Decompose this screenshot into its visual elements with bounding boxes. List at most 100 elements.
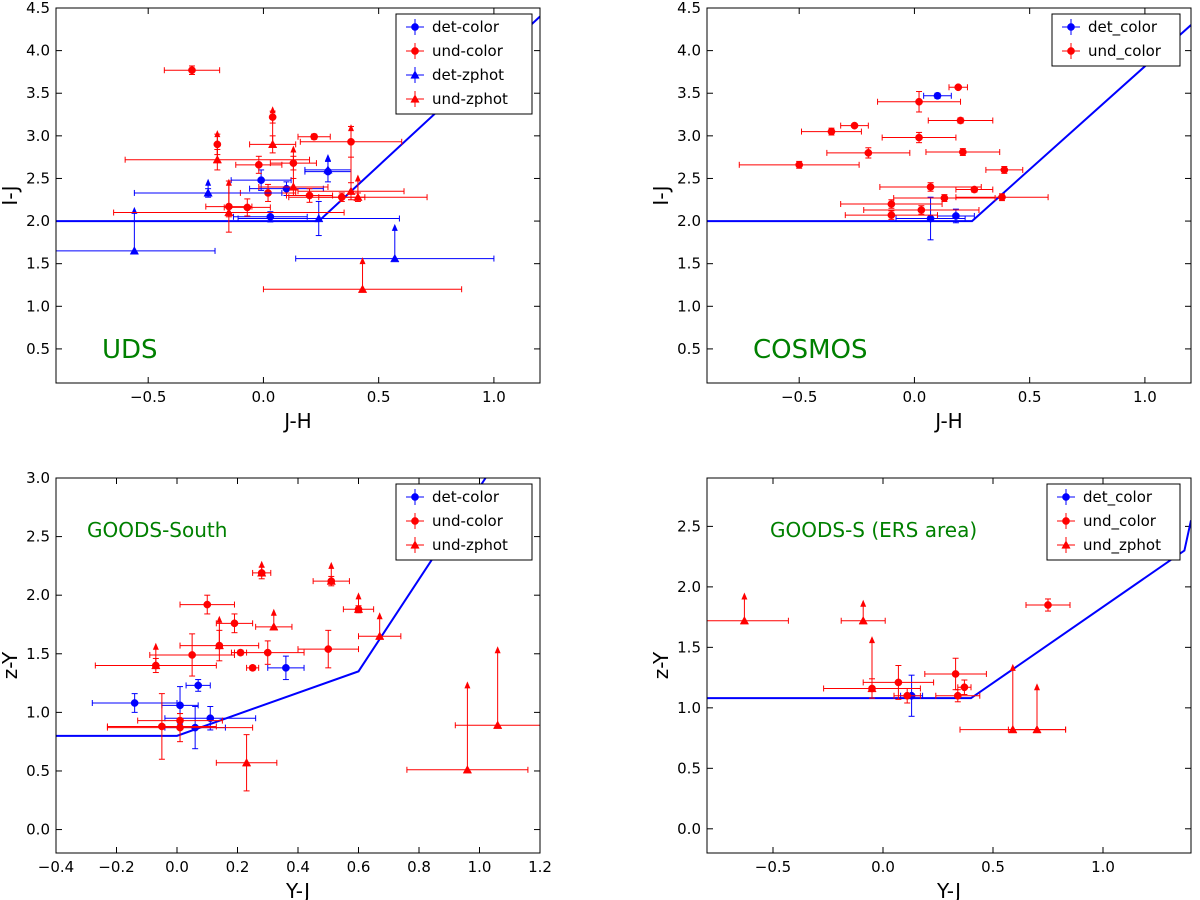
- y-tick-label: 2.0: [677, 578, 701, 596]
- y-tick-label: 2.5: [677, 517, 701, 535]
- data-point: [894, 678, 903, 687]
- legend-marker: [411, 23, 419, 31]
- data-point: [326, 576, 336, 585]
- x-tick-label: 1.0: [1133, 388, 1157, 406]
- data-point: [1044, 601, 1052, 609]
- data-point: [739, 616, 750, 625]
- lower-limit-arrow: [152, 642, 159, 650]
- data-point: [176, 723, 184, 732]
- panel-goods-south: −0.4 −0.2 0.0 0.2 0.4 0.6 0.8 1.0 1.2 0.0 0.5 1.0 1.…: [0, 469, 552, 900]
- y-tick-label: 1.0: [26, 297, 50, 315]
- y-axis-label: z-Y: [0, 651, 22, 679]
- data-point: [130, 699, 139, 707]
- x-tick-label: 1.2: [528, 858, 552, 876]
- lower-limit-arrow: [741, 592, 748, 600]
- x-axis-label: J-H: [933, 409, 962, 433]
- legend-label: det-zphot: [432, 66, 504, 84]
- x-tick-label: 0.0: [251, 388, 275, 406]
- y-tick-label: 0.0: [26, 821, 50, 839]
- axes-frame: [55, 7, 541, 384]
- legend-label: det_color: [1088, 18, 1158, 37]
- data-point: [887, 200, 896, 208]
- legend-marker: [410, 70, 420, 79]
- lower-limit-arrow: [494, 646, 501, 654]
- legend-label: und_color: [1083, 512, 1157, 531]
- data-point: [288, 182, 299, 191]
- data-point: [263, 648, 272, 657]
- lower-limit-arrow: [214, 130, 221, 138]
- legend: det-color und-color und-zphot: [395, 483, 533, 561]
- data-point: [212, 154, 222, 164]
- data-point: [158, 722, 166, 731]
- data-point: [230, 619, 239, 628]
- data-point: [266, 212, 275, 221]
- legend-marker: [410, 540, 420, 549]
- legend-label: und_zphot: [1083, 536, 1161, 555]
- data-point: [151, 660, 161, 670]
- legend-label: det-color: [432, 488, 500, 506]
- lower-limit-arrow: [354, 174, 361, 182]
- series-und_color: [823, 598, 1071, 704]
- lower-limit-arrow: [464, 681, 471, 689]
- panel-goods-s-ers-area: −0.5 0.0 0.5 1.0 0.0 0.5 1.0 1.5 2.0 2.5 Y-J z-Y GOO…: [649, 477, 1192, 900]
- data-point: [953, 691, 962, 700]
- plot-area: [707, 520, 1191, 734]
- panel-uds: −0.5 0.0 0.5 1.0 0.5 1.0 1.5 2.0 2.5 3.0 3.5 4.0 4.5…: [0, 0, 541, 433]
- x-tick-label: 1.0: [482, 388, 506, 406]
- series-und-color: [163, 65, 403, 233]
- y-tick-label: 2.5: [26, 528, 50, 546]
- data-point: [940, 194, 949, 202]
- data-point: [926, 214, 935, 223]
- x-tick-label: 1.0: [468, 858, 492, 876]
- data-point: [795, 160, 804, 169]
- lower-limit-arrow: [359, 257, 366, 265]
- y-tick-label: 2.5: [677, 169, 701, 187]
- series-det-zphot: [56, 154, 495, 263]
- data-point: [353, 192, 363, 201]
- legend-marker: [1067, 23, 1075, 31]
- data-point: [310, 132, 318, 141]
- data-point: [954, 83, 963, 92]
- x-tick-label: −0.2: [98, 858, 134, 876]
- panel-cosmos: −0.5 0.0 0.5 1.0 0.5 1.0 1.5 2.0 2.5 3.0 3.5 4.0 4.5…: [649, 0, 1192, 433]
- y-tick-label: 4.0: [677, 42, 701, 60]
- y-tick-label: 1.0: [677, 699, 701, 717]
- series-und-zphot: [113, 106, 463, 293]
- data-point: [203, 600, 212, 609]
- legend-label: und-color: [432, 512, 504, 530]
- data-point: [357, 284, 368, 293]
- data-point: [257, 176, 265, 185]
- data-point: [867, 683, 877, 693]
- legend-label: und-zphot: [432, 90, 508, 108]
- legend-box: [395, 13, 533, 115]
- series-und-color: [94, 566, 375, 760]
- x-tick-label: 0.8: [407, 858, 431, 876]
- x-tick-label: 0.5: [1018, 388, 1042, 406]
- data-point: [850, 121, 859, 130]
- legend-marker: [411, 47, 419, 55]
- data-point: [493, 720, 503, 729]
- lower-limit-arrow: [391, 223, 398, 231]
- data-point: [864, 149, 873, 157]
- x-tick-label: −0.4: [38, 858, 74, 876]
- x-tick-label: 0.2: [226, 858, 250, 876]
- y-tick-label: 1.5: [26, 645, 50, 663]
- x-axis-label: Y-J: [285, 879, 310, 900]
- data-point: [224, 207, 234, 217]
- legend-marker: [1062, 517, 1070, 525]
- y-tick-label: 2.0: [26, 212, 50, 230]
- lower-limit-arrow: [328, 561, 335, 569]
- axes-frame: [706, 7, 1192, 384]
- y-tick-label: 4.5: [677, 0, 701, 17]
- data-point: [915, 97, 923, 106]
- x-tick-label: 0.6: [347, 858, 371, 876]
- y-tick-label: 3.0: [26, 127, 50, 145]
- y-tick-label: 0.0: [677, 820, 701, 838]
- data-point: [243, 203, 252, 212]
- y-tick-label: 3.5: [677, 84, 701, 102]
- panel-annotation: COSMOS: [753, 335, 868, 365]
- legend-marker: [1067, 47, 1075, 55]
- data-point: [314, 213, 324, 223]
- data-point: [933, 91, 942, 100]
- lower-limit-arrow: [269, 106, 276, 114]
